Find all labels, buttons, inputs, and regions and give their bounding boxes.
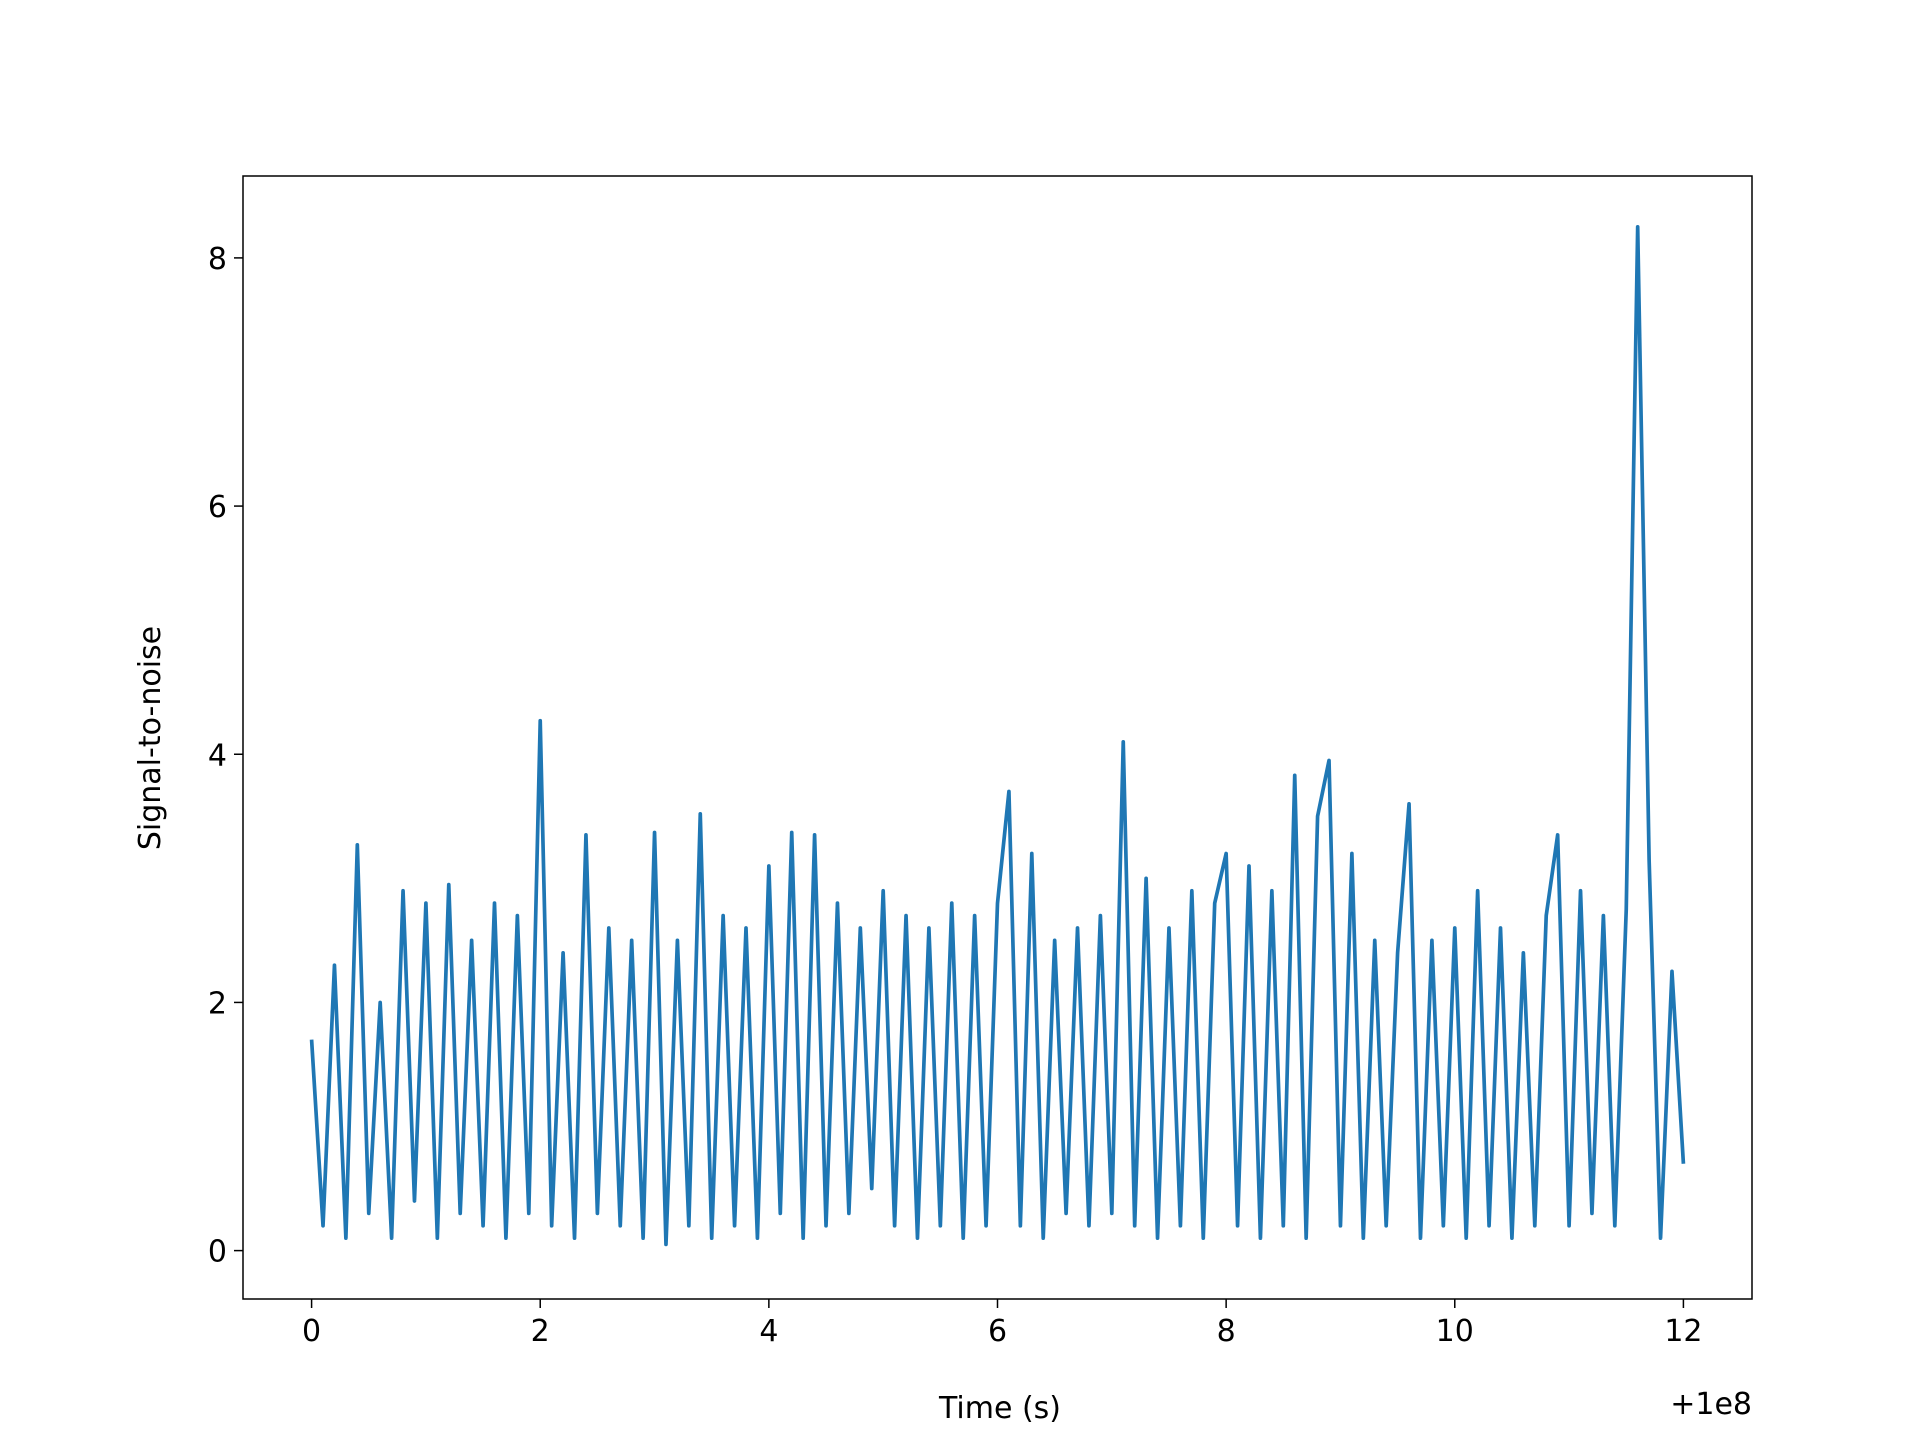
x-tick-label: 0: [302, 1314, 321, 1349]
y-tick-label: 2: [208, 986, 227, 1021]
x-tick-label: 10: [1436, 1314, 1474, 1349]
y-tick-label: 8: [208, 242, 227, 277]
y-tick-label: 4: [208, 738, 227, 773]
x-tick-label: 6: [988, 1314, 1007, 1349]
x-tick-label: 12: [1664, 1314, 1702, 1349]
x-tick-label: 8: [1217, 1314, 1236, 1349]
x-tick-label: 2: [531, 1314, 550, 1349]
x-tick-label: 4: [759, 1314, 778, 1349]
x-axis-label: Time (s): [938, 1391, 1061, 1426]
y-axis-label: Signal-to-noise: [133, 626, 168, 850]
plot-frame: [242, 175, 1753, 1300]
y-tick-label: 0: [208, 1235, 227, 1270]
y-tick-label: 6: [208, 490, 227, 525]
data-line: [309, 225, 1686, 1247]
x-offset-label: +1e8: [1670, 1387, 1752, 1422]
